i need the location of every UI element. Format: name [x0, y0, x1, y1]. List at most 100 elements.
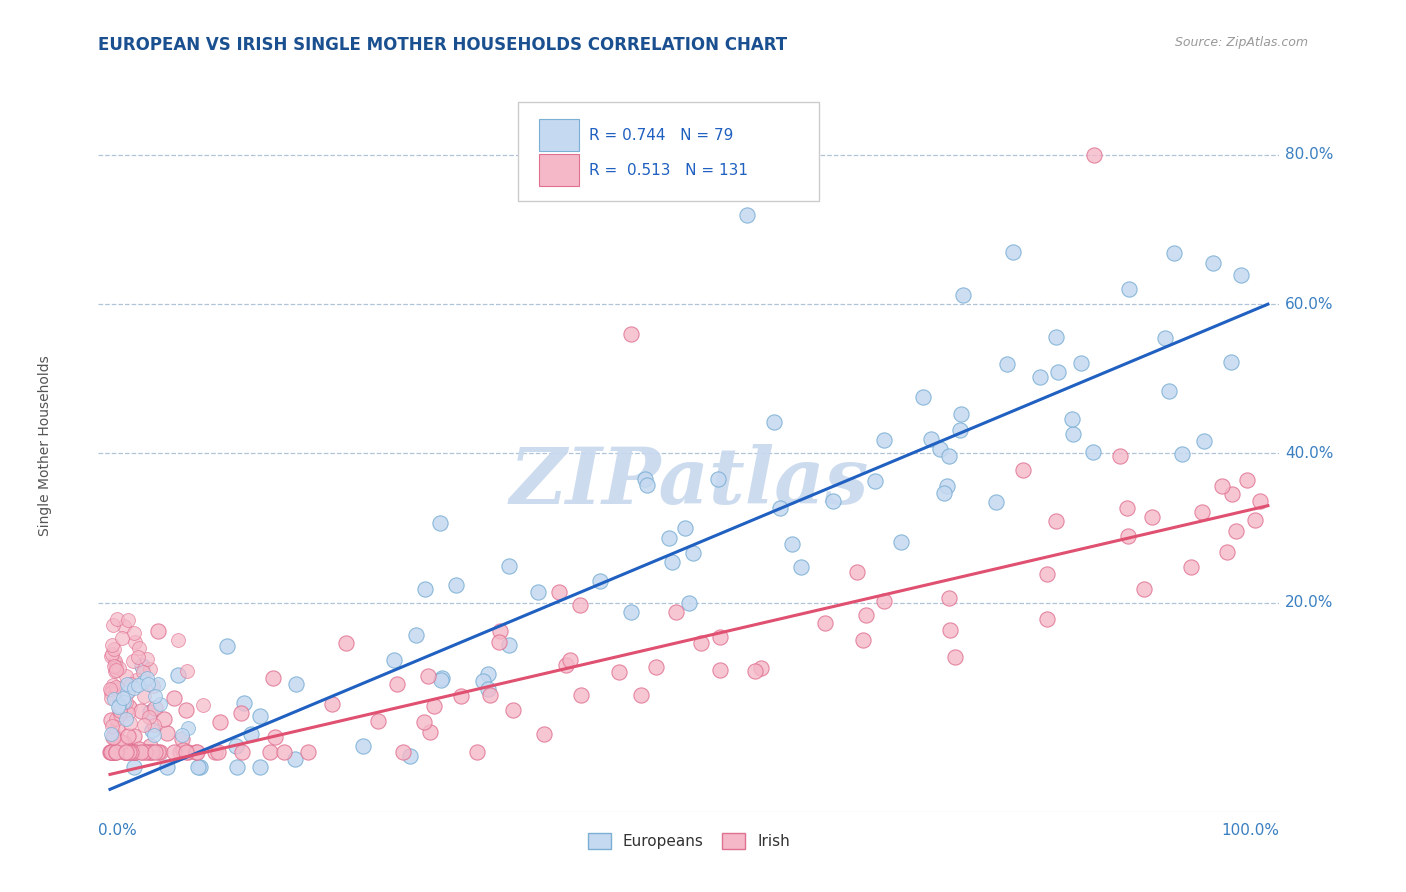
Point: [103, 642, 125, 657]
Point: [117, 613, 139, 627]
Point: [1045, 514, 1067, 528]
Point: [943, 649, 966, 664]
Point: [163, 690, 186, 705]
Point: [139, 662, 162, 676]
Point: [100, 745, 122, 759]
Point: [249, 760, 271, 774]
Point: [450, 689, 472, 703]
Point: [105, 722, 128, 736]
Point: [101, 678, 124, 692]
Point: [335, 635, 357, 649]
Point: [1220, 355, 1243, 369]
Point: [240, 727, 263, 741]
Point: [112, 619, 135, 633]
Point: [690, 636, 713, 650]
Point: [769, 501, 792, 516]
Point: [1157, 384, 1180, 398]
Point: [169, 745, 191, 759]
Point: [107, 703, 129, 717]
Point: [112, 736, 135, 750]
Text: Source: ZipAtlas.com: Source: ZipAtlas.com: [1174, 36, 1308, 49]
Point: [1211, 479, 1233, 493]
Point: [444, 577, 467, 591]
Point: [117, 729, 139, 743]
Point: [118, 745, 141, 759]
Point: [233, 696, 256, 710]
Point: [863, 474, 886, 488]
Point: [122, 745, 145, 759]
Point: [422, 698, 444, 713]
Point: [129, 704, 152, 718]
Point: [465, 745, 488, 759]
Point: [479, 688, 502, 702]
Point: [114, 712, 136, 726]
Point: [115, 676, 138, 690]
Point: [108, 661, 131, 675]
Point: [101, 618, 124, 632]
Point: [112, 690, 135, 705]
Text: 60.0%: 60.0%: [1285, 297, 1334, 311]
Point: [132, 718, 155, 732]
Point: [184, 745, 207, 759]
Point: [174, 745, 197, 759]
Point: [117, 684, 139, 698]
Point: [100, 713, 122, 727]
Point: [419, 724, 441, 739]
Point: [101, 745, 124, 759]
FancyBboxPatch shape: [517, 103, 818, 201]
Point: [226, 760, 249, 774]
Point: [416, 669, 439, 683]
Point: [472, 673, 495, 688]
Point: [110, 707, 132, 722]
Point: [98, 682, 121, 697]
Point: [297, 745, 319, 759]
Point: [873, 433, 896, 447]
Point: [122, 654, 145, 668]
Point: [114, 745, 136, 759]
Point: [207, 745, 229, 759]
Point: [117, 706, 139, 720]
Text: 0.0%: 0.0%: [98, 823, 138, 838]
Point: [120, 745, 142, 759]
Point: [122, 626, 145, 640]
Point: [124, 760, 146, 774]
Point: [939, 623, 962, 637]
Point: [124, 745, 146, 759]
Point: [1236, 473, 1258, 487]
Text: 100.0%: 100.0%: [1222, 823, 1279, 838]
Point: [814, 615, 837, 630]
Text: EUROPEAN VS IRISH SINGLE MOTHER HOUSEHOLDS CORRELATION CHART: EUROPEAN VS IRISH SINGLE MOTHER HOUSEHOL…: [98, 36, 787, 54]
Point: [890, 535, 912, 549]
Point: [114, 745, 136, 759]
Point: [709, 631, 731, 645]
Point: [176, 664, 198, 678]
Text: R = 0.744   N = 79: R = 0.744 N = 79: [589, 128, 733, 143]
Point: [132, 675, 155, 690]
Point: [136, 652, 159, 666]
Point: [555, 657, 578, 672]
Point: [138, 706, 160, 720]
Point: [706, 472, 728, 486]
Point: [142, 680, 165, 694]
Point: [107, 700, 129, 714]
Point: [1244, 513, 1267, 527]
Point: [589, 574, 612, 589]
Point: [1109, 450, 1132, 464]
Point: [122, 729, 145, 743]
Point: [636, 477, 658, 491]
Point: [101, 638, 124, 652]
Point: [131, 658, 153, 673]
Point: [609, 665, 631, 679]
Point: [135, 671, 157, 685]
Point: [107, 611, 129, 625]
Point: [1133, 582, 1156, 596]
Point: [644, 660, 666, 674]
Point: [111, 695, 134, 709]
Point: [938, 449, 960, 463]
Point: [1180, 560, 1202, 574]
Point: [100, 719, 122, 733]
Point: [415, 582, 437, 596]
Point: [477, 682, 499, 697]
Point: [149, 745, 172, 759]
Point: [208, 714, 231, 729]
